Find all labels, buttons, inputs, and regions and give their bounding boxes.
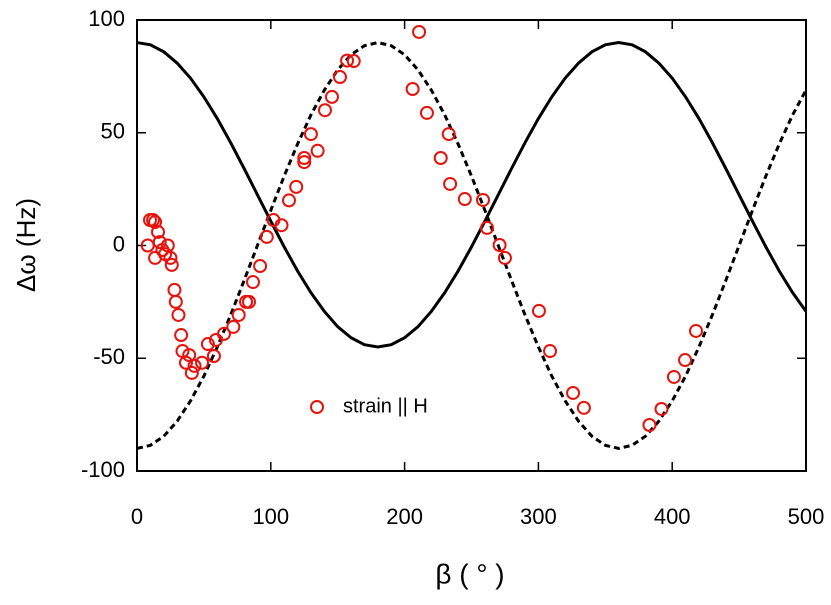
data-point <box>346 54 361 69</box>
data-point <box>340 53 355 68</box>
data-point <box>216 326 231 341</box>
data-point <box>324 89 339 104</box>
x-tick-label: 300 <box>520 504 557 529</box>
data-point <box>184 365 199 380</box>
data-point <box>441 127 456 142</box>
data-point <box>642 417 657 432</box>
data-point <box>253 259 268 274</box>
data-point <box>566 385 581 400</box>
data-point <box>146 213 161 228</box>
data-point <box>405 82 420 97</box>
data-point <box>332 70 347 85</box>
data-point <box>317 103 332 118</box>
solid-curve <box>136 41 808 349</box>
data-point <box>182 348 197 363</box>
data-point <box>497 250 512 265</box>
data-point <box>576 400 591 415</box>
data-point <box>151 224 166 239</box>
data-point <box>419 105 434 120</box>
x-tick-label: 400 <box>654 504 691 529</box>
data-point <box>152 235 167 250</box>
data-point <box>433 151 448 166</box>
data-point <box>174 328 189 343</box>
data-point <box>187 358 202 373</box>
data-point <box>412 24 427 39</box>
data-point <box>297 155 312 170</box>
legend-marker <box>310 400 324 414</box>
data-point <box>543 344 558 359</box>
data-point <box>289 179 304 194</box>
data-point <box>241 294 256 309</box>
y-tick-label: 100 <box>88 6 125 31</box>
data-point <box>689 323 704 338</box>
data-point <box>200 337 215 352</box>
data-point <box>274 218 289 233</box>
data-point <box>476 192 491 207</box>
data-point <box>310 143 325 158</box>
data-point <box>171 307 186 322</box>
x-tick-label: 200 <box>386 504 423 529</box>
data-point <box>168 294 183 309</box>
data-point <box>654 401 669 416</box>
data-point <box>297 151 312 166</box>
x-tick-label: 100 <box>252 504 289 529</box>
y-tick-label: 0 <box>113 231 125 256</box>
data-point <box>259 229 274 244</box>
y-axis-label: Δω (Hz) <box>11 198 41 292</box>
x-tick-label: 500 <box>788 504 825 529</box>
data-point <box>206 348 221 363</box>
data-point <box>231 307 246 322</box>
data-point <box>167 282 182 297</box>
data-point <box>666 369 681 384</box>
data-point <box>303 127 318 142</box>
data-point <box>531 303 546 318</box>
legend-label: strain || H <box>343 395 428 417</box>
x-axis-label: β ( ° ) <box>435 558 504 589</box>
data-point <box>148 215 163 230</box>
data-point <box>246 275 261 290</box>
y-tick-label: -50 <box>93 344 125 369</box>
data-point <box>195 355 210 370</box>
data-point <box>163 250 178 265</box>
data-point <box>457 192 472 207</box>
data-point <box>164 257 179 272</box>
data-point <box>480 220 495 235</box>
data-point <box>678 353 693 368</box>
data-point <box>226 319 241 334</box>
data-point <box>492 238 507 253</box>
x-tick-label: 0 <box>131 504 143 529</box>
data-point <box>178 355 193 370</box>
y-tick-label: 50 <box>101 119 125 144</box>
y-tick-label: -100 <box>81 457 125 482</box>
data-point <box>443 176 458 191</box>
data-point <box>281 193 296 208</box>
